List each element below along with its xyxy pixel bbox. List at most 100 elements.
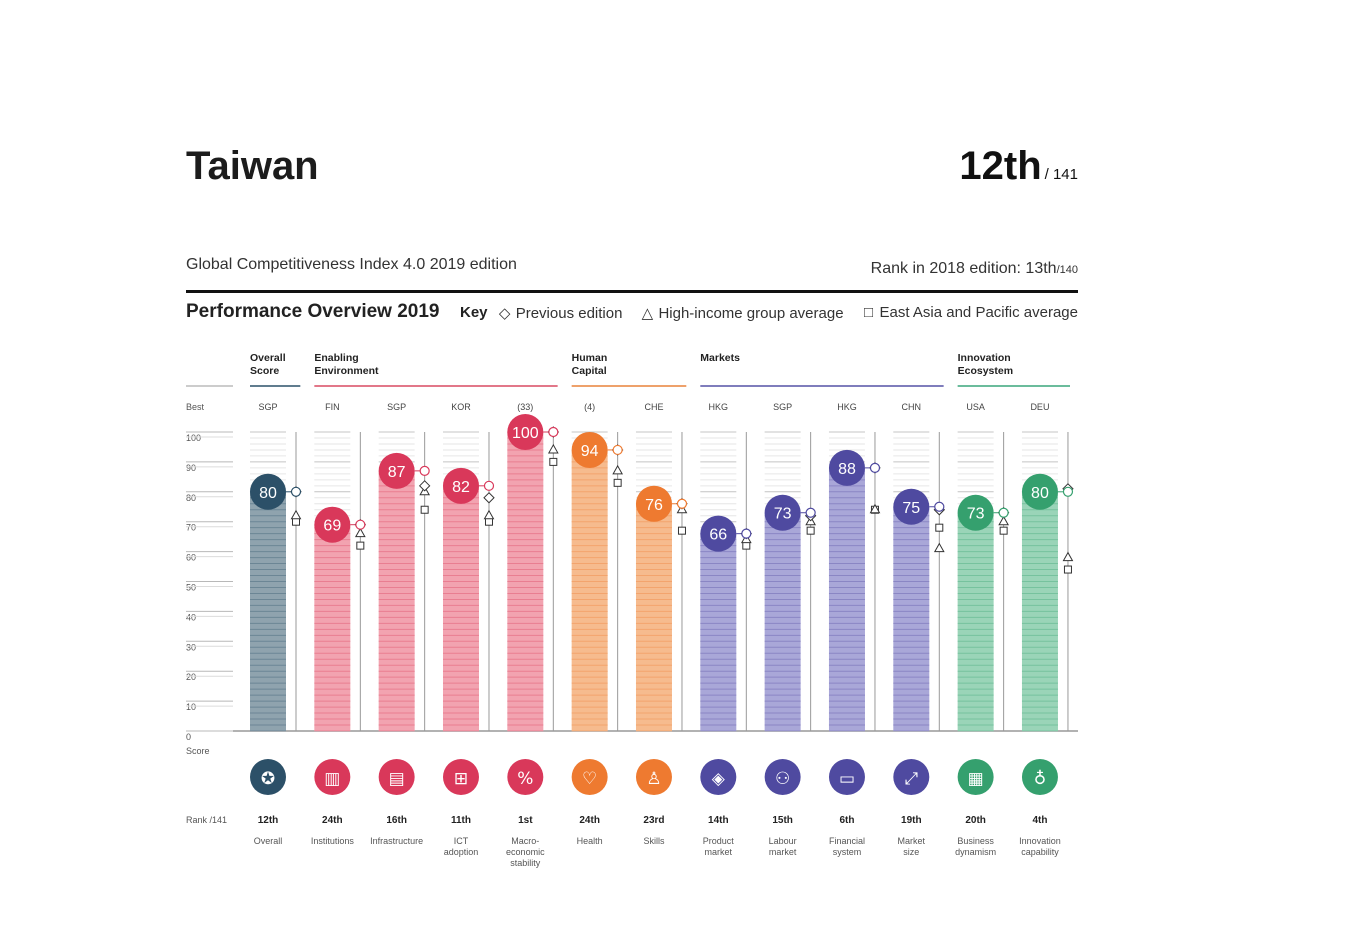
pillar-label: Macro-economic stability [506,836,545,868]
score-bar [700,533,737,731]
current-score-marker [290,486,302,497]
percent-icon-glyph: % [517,769,533,789]
score-bubble [700,515,737,552]
score-value: 66 [709,527,727,544]
legend-item-high-income: △ High-income group average [640,304,844,322]
pillar-label: Market size [898,836,926,857]
expand-icon [893,759,930,795]
lightbulb-icon [1021,759,1058,795]
score-bar [957,512,994,731]
best-performer-label: (33) [517,402,533,412]
best-performer-label: CHE [644,402,663,412]
group-header: Enabling Environment [314,352,379,377]
pillar-rank: 1st [518,815,533,826]
legend-item-east-asia: □ East Asia and Pacific average [862,304,1078,322]
current-score-marker [1062,486,1074,497]
pillar-rank: 15th [772,815,793,826]
people-icon-glyph: ⚇ [775,769,790,789]
triangle-icon: △ [641,305,654,322]
current-score-marker [934,501,945,512]
pillar-label: Institutions [311,836,355,846]
y-tick-label: 10 [186,702,196,712]
y-tick-label: 100 [186,433,201,443]
score-bar [442,485,479,731]
chip-icon [442,759,479,795]
y-tick-label: 30 [186,642,196,652]
high-income-marker [547,443,559,454]
heart-icon [571,759,608,795]
pillar-rank: 24th [322,815,343,826]
best-performer-label: SGP [773,402,792,412]
best-performer-label: SGP [258,402,277,412]
overall-rank: 12th/ 141 [959,144,1078,189]
best-performer-label: KOR [451,402,471,412]
score-bar [571,449,608,731]
score-bar [250,491,286,731]
east-asia-marker [292,517,300,526]
pillar-rank: 14th [708,815,729,826]
rank-row-label: Rank /141 [186,815,227,825]
score-bar [378,470,415,731]
legend: ◇ Previous edition △ High-income group ave… [498,304,1078,322]
best-performer-label: DEU [1030,402,1049,412]
rank-value: 12th [959,144,1042,188]
tag-icon [700,759,737,795]
current-score-marker [419,465,430,476]
east-asia-marker [420,505,429,514]
previous-edition-marker [483,492,495,504]
score-value: 73 [774,506,792,523]
score-value: 87 [388,464,406,481]
medal-icon [250,759,286,795]
current-score-marker [805,507,816,518]
current-score-marker [483,480,495,491]
best-performer-label: (4) [584,402,595,412]
pillar-rank: 12th [258,815,279,826]
building-icon-glyph: ▦ [968,769,984,789]
pillar-rank: 19th [901,815,922,826]
high-income-marker [998,515,1009,526]
high-income-marker [483,509,495,520]
high-income-marker [1062,551,1074,562]
score-bubble [314,506,351,543]
high-income-marker [290,509,302,520]
east-asia-marker [935,523,944,532]
square-icon: □ [864,304,874,321]
pillar-rank: 24th [579,815,600,826]
score-bubble [378,452,415,489]
pillar-label: Labour market [769,836,797,857]
east-asia-marker [356,541,365,550]
previous-rank-label: Rank in 2018 edition: 13th [870,260,1057,277]
score-bar [1021,491,1058,731]
header-divider [186,290,1078,293]
y-tick-label: 50 [186,583,196,593]
y-tick-label: 80 [186,493,196,503]
previous-edition-marker [418,480,431,492]
best-performer-label: HKG [837,402,857,412]
pillar-rank: 4th [1032,815,1047,826]
score-bubble [893,488,930,525]
high-income-marker [612,464,624,475]
y-tick-label: 20 [186,672,196,682]
score-value: 69 [323,518,341,535]
east-asia-marker [549,457,558,466]
score-axis-label: Score [186,746,210,756]
group-header: Human Capital [572,352,608,377]
current-score-marker [548,426,559,438]
legend-label: Previous edition [515,305,623,322]
east-asia-marker [613,478,622,487]
east-asia-marker [484,517,493,526]
medal-icon-glyph: ✪ [261,769,275,789]
score-value: 100 [512,425,539,442]
current-score-marker [612,444,623,456]
train-icon-glyph: ▤ [389,769,405,789]
best-performer-label: USA [966,402,985,412]
current-score-marker [869,462,881,473]
country-title: Taiwan [186,144,319,188]
east-asia-marker [677,526,686,535]
percent-icon [507,759,544,795]
east-asia-marker [999,526,1008,535]
tag-icon-glyph: ◈ [712,769,726,789]
pillar-rank: 20th [965,815,986,826]
y-tick-label: 60 [186,553,196,563]
rank-total: / 141 [1044,166,1078,183]
